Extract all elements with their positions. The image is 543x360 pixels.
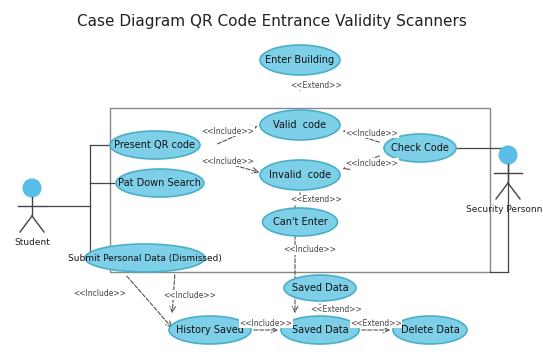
Ellipse shape xyxy=(85,244,205,272)
Ellipse shape xyxy=(116,169,204,197)
Text: <<Include>>: <<Include>> xyxy=(73,289,127,298)
Text: Saved Data: Saved Data xyxy=(292,283,348,293)
Ellipse shape xyxy=(284,275,356,301)
Text: <<Include>>: <<Include>> xyxy=(163,291,217,300)
Ellipse shape xyxy=(384,134,456,162)
Text: Student: Student xyxy=(14,238,50,247)
Text: <<Extend>>: <<Extend>> xyxy=(350,319,402,328)
Text: Delete Data: Delete Data xyxy=(401,325,459,335)
Ellipse shape xyxy=(110,131,200,159)
Ellipse shape xyxy=(281,316,359,344)
Text: Saved Data: Saved Data xyxy=(292,325,348,335)
Ellipse shape xyxy=(260,110,340,140)
Text: Present QR code: Present QR code xyxy=(115,140,195,150)
Text: <<Include>>: <<Include>> xyxy=(201,157,255,166)
Text: Case Diagram QR Code Entrance Validity Scanners: Case Diagram QR Code Entrance Validity S… xyxy=(77,14,466,29)
Text: Invalid  code: Invalid code xyxy=(269,170,331,180)
Text: <<Extend>>: <<Extend>> xyxy=(310,306,362,315)
Ellipse shape xyxy=(169,316,251,344)
Text: Submit Personal Data (Dismissed): Submit Personal Data (Dismissed) xyxy=(68,253,222,262)
Ellipse shape xyxy=(260,160,340,190)
Text: History Saved: History Saved xyxy=(176,325,244,335)
Ellipse shape xyxy=(262,208,338,236)
Text: Security Personnel: Security Personnel xyxy=(466,205,543,214)
Ellipse shape xyxy=(260,45,340,75)
Text: Check Code: Check Code xyxy=(391,143,449,153)
Text: <<Include>>: <<Include>> xyxy=(239,319,293,328)
Text: <<Include>>: <<Include>> xyxy=(283,246,337,255)
Text: Pat Down Search: Pat Down Search xyxy=(118,178,201,188)
Text: <<Include>>: <<Include>> xyxy=(345,158,399,167)
Text: <<Extend>>: <<Extend>> xyxy=(290,81,342,90)
Ellipse shape xyxy=(393,316,467,344)
Bar xyxy=(110,108,490,272)
Text: Can't Enter: Can't Enter xyxy=(273,217,327,227)
Text: <<Include>>: <<Include>> xyxy=(345,129,399,138)
Circle shape xyxy=(499,146,517,164)
Text: Enter Building: Enter Building xyxy=(266,55,334,65)
Circle shape xyxy=(23,179,41,197)
Text: Valid  code: Valid code xyxy=(274,120,326,130)
Text: <<Extend>>: <<Extend>> xyxy=(290,195,342,204)
Text: <<Include>>: <<Include>> xyxy=(201,126,255,135)
